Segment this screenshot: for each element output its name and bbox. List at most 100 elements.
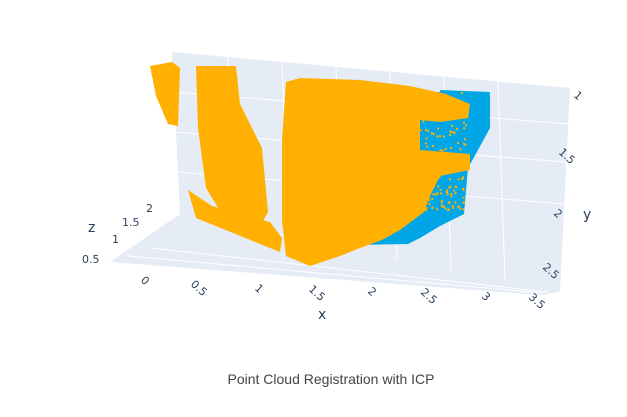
target-point xyxy=(351,111,354,114)
source-point xyxy=(454,176,457,179)
target-point xyxy=(408,92,411,95)
x-tick: 0 xyxy=(138,274,152,288)
target-point xyxy=(359,97,362,100)
target-point xyxy=(332,102,335,105)
target-point xyxy=(308,120,311,123)
target-point xyxy=(432,193,435,196)
source-point xyxy=(443,201,446,204)
target-point xyxy=(414,134,417,137)
target-point xyxy=(428,181,431,184)
target-point xyxy=(463,142,465,145)
target-cloud-floor xyxy=(188,190,282,252)
target-point xyxy=(373,148,376,151)
target-point xyxy=(390,93,393,96)
target-point xyxy=(374,101,377,104)
target-point xyxy=(389,111,392,114)
target-point xyxy=(346,144,349,147)
target-point xyxy=(431,207,434,210)
target-point xyxy=(442,100,445,103)
source-point xyxy=(425,140,428,143)
target-point xyxy=(374,142,376,145)
target-point xyxy=(432,145,435,148)
target-point xyxy=(311,120,314,123)
target-point xyxy=(462,188,464,191)
target-point xyxy=(325,109,328,112)
target-point xyxy=(454,192,457,195)
target-point xyxy=(462,196,465,199)
target-point xyxy=(380,132,383,135)
target-point xyxy=(446,191,449,194)
target-point xyxy=(372,117,375,120)
target-point xyxy=(310,115,313,118)
target-point xyxy=(413,129,416,132)
target-point xyxy=(412,109,414,112)
target-point xyxy=(413,133,416,135)
target-point xyxy=(296,101,299,103)
source-point xyxy=(423,211,426,214)
target-point xyxy=(327,134,330,137)
target-point xyxy=(457,141,459,144)
target-point xyxy=(451,204,454,207)
source-point xyxy=(447,147,450,150)
target-point xyxy=(424,99,427,102)
target-point xyxy=(400,98,403,101)
target-point xyxy=(363,98,366,101)
target-point xyxy=(316,105,319,107)
target-point xyxy=(348,93,351,96)
target-point xyxy=(398,100,400,103)
target-point xyxy=(323,94,326,97)
x-tick: 1.5 xyxy=(306,283,328,304)
target-point xyxy=(318,111,321,114)
target-point xyxy=(373,122,376,124)
target-point xyxy=(450,195,453,198)
target-point xyxy=(345,114,348,117)
source-point xyxy=(446,201,449,204)
target-point xyxy=(353,128,356,131)
source-point xyxy=(433,135,436,138)
target-point xyxy=(373,92,376,95)
target-point xyxy=(449,116,452,119)
source-point xyxy=(456,177,459,180)
target-point xyxy=(402,106,405,109)
target-point xyxy=(449,133,452,136)
target-point xyxy=(440,201,443,204)
target-point xyxy=(424,209,427,212)
target-point xyxy=(345,147,348,149)
target-point xyxy=(372,134,375,137)
target-point xyxy=(334,143,337,146)
target-point xyxy=(322,94,324,97)
target-point xyxy=(428,198,431,201)
target-point xyxy=(366,105,369,107)
chart-caption: Point Cloud Registration with ICP xyxy=(228,371,435,387)
x-tick: 2 xyxy=(365,285,379,299)
target-point xyxy=(353,132,356,135)
target-point xyxy=(334,133,337,136)
target-point xyxy=(373,124,376,127)
target-point xyxy=(453,189,456,192)
target-point xyxy=(459,148,462,151)
target-point xyxy=(443,135,445,138)
target-point xyxy=(443,93,446,96)
x-axis-title: x xyxy=(318,307,326,323)
target-point xyxy=(444,207,447,210)
target-point xyxy=(324,130,327,133)
target-point xyxy=(366,123,369,126)
target-point xyxy=(307,101,310,104)
target-cloud-arc xyxy=(321,165,369,229)
target-point xyxy=(353,148,356,151)
target-point xyxy=(427,104,430,107)
target-point xyxy=(315,92,318,95)
target-point xyxy=(295,110,298,112)
target-point xyxy=(335,122,338,125)
target-point xyxy=(340,136,343,139)
target-point xyxy=(361,106,364,109)
target-point xyxy=(307,112,310,115)
x-tick: 1 xyxy=(252,282,266,296)
source-point xyxy=(440,207,443,210)
target-point xyxy=(443,205,445,208)
target-point xyxy=(387,108,390,111)
source-point xyxy=(448,126,451,129)
y-tick: 1 xyxy=(571,89,585,103)
target-point xyxy=(332,128,335,131)
